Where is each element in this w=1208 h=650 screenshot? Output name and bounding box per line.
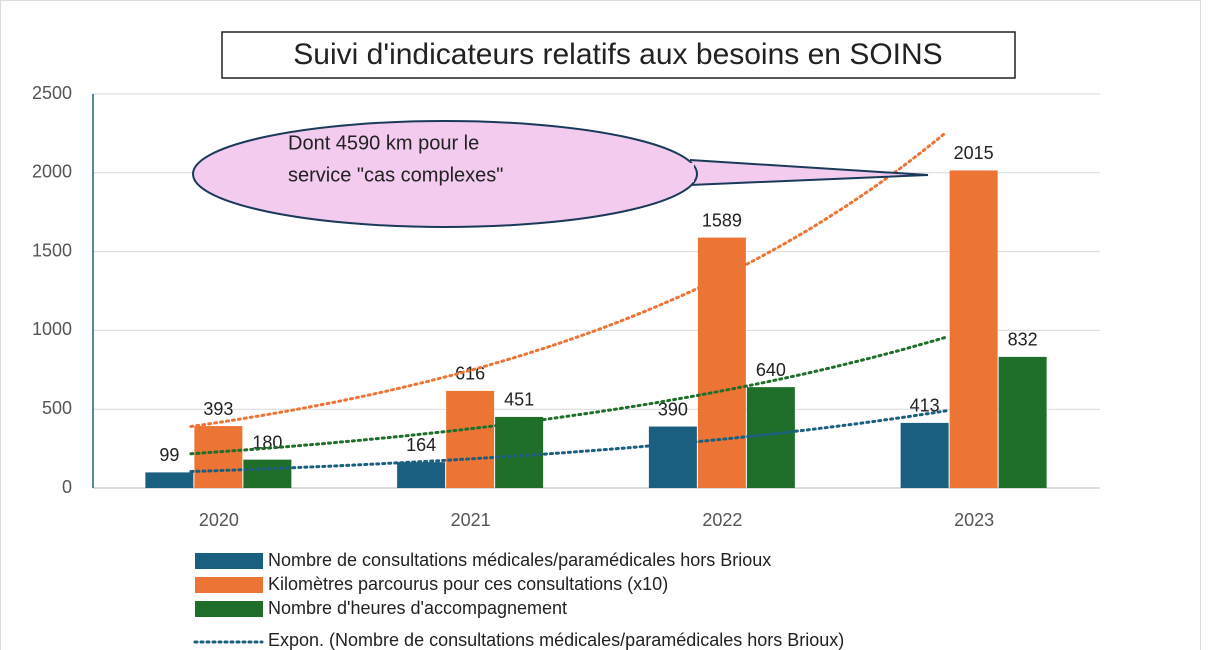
legend-swatch: [195, 553, 263, 569]
data-label: 413: [910, 396, 940, 416]
data-label: 390: [658, 399, 688, 419]
bar: [949, 170, 998, 488]
data-label: 451: [504, 390, 534, 410]
data-label: 393: [203, 399, 233, 419]
bar: [697, 237, 746, 488]
data-label: 2015: [954, 143, 994, 163]
data-label: 832: [1008, 330, 1038, 350]
annotation: Dont 4590 km pour le: [288, 132, 479, 154]
data-label: 1589: [702, 210, 742, 230]
callout: Dont 4590 km pour le service "cas complex…: [192, 120, 929, 228]
y-tick-label: 1500: [32, 240, 72, 260]
bar: [446, 390, 495, 488]
x-tick-label: 2020: [199, 510, 239, 530]
data-label: 99: [159, 445, 179, 465]
legend-swatch: [195, 577, 263, 593]
y-tick-label: 2500: [32, 83, 72, 103]
x-tick-label: 2023: [954, 510, 994, 530]
legend-swatch: [195, 601, 263, 617]
legend-label: Nombre d'heures d'accompagnement: [268, 598, 567, 618]
bar: [495, 416, 544, 488]
x-tick-label: 2021: [451, 510, 491, 530]
y-tick-label: 2000: [32, 162, 72, 182]
legend-label: Kilomètres parcourus pour ces consultati…: [268, 574, 668, 594]
bar: [900, 422, 949, 488]
y-tick-label: 0: [62, 477, 72, 497]
legend-label: Nombre de consultations médicales/paramé…: [268, 550, 771, 570]
legend-label: Expon. (Nombre de consultations médicale…: [268, 630, 844, 650]
x-tick-label: 2022: [702, 510, 742, 530]
trendline: [189, 409, 948, 473]
data-label: 164: [406, 435, 436, 455]
bar: [243, 459, 292, 488]
trendline: [189, 130, 948, 428]
annotation: service "cas complexes": [288, 164, 503, 186]
callout-shape: [680, 163, 694, 182]
callout-shape: [192, 120, 698, 228]
title-box: [221, 31, 1016, 79]
chart-title: Suivi d'indicateurs relatifs aux besoins…: [293, 38, 942, 71]
bar: [145, 472, 194, 488]
bar: [194, 426, 243, 488]
bar: [397, 462, 446, 488]
trendline: [189, 335, 948, 456]
bar: [648, 426, 697, 488]
y-tick-label: 1000: [32, 319, 72, 339]
bar: [746, 387, 795, 488]
bar: [998, 356, 1047, 488]
data-label: 640: [756, 360, 786, 380]
callout-shape: [689, 159, 929, 186]
y-tick-label: 500: [42, 398, 72, 418]
